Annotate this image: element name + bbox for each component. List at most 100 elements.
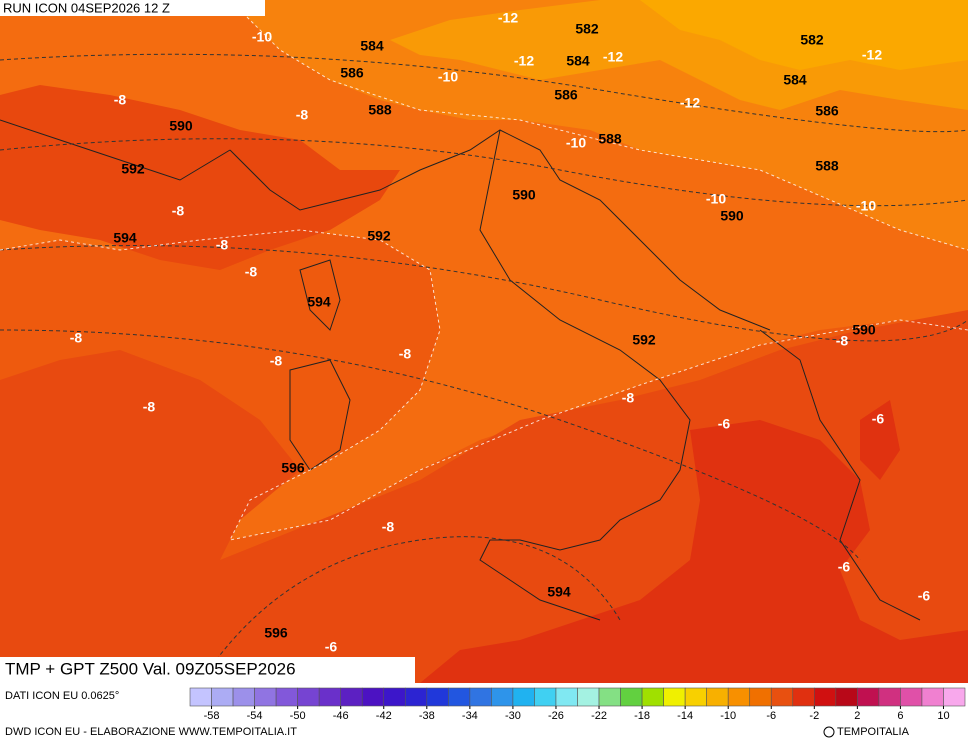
colorbar-swatch — [448, 687, 471, 707]
contour-label: -6 — [872, 411, 885, 427]
zone-minus6 — [420, 420, 968, 683]
colorbar-tick-label: -54 — [247, 710, 263, 722]
colorbar-swatch — [684, 687, 707, 707]
contour-label: -10 — [566, 135, 586, 151]
temperature-contours — [0, 0, 968, 541]
coastlines — [0, 119, 921, 621]
contour-label: -8 — [622, 390, 635, 406]
colorbar-tick-label: 10 — [937, 710, 949, 722]
colorbar-swatch — [749, 687, 772, 707]
contour-label: -12 — [680, 95, 700, 111]
contour-label: 588 — [815, 158, 839, 174]
colorbar-swatch — [469, 687, 492, 707]
contour-label: -8 — [382, 519, 395, 535]
colorbar-tick-label: -46 — [333, 710, 349, 722]
contour-label: 582 — [800, 32, 824, 48]
header-box — [0, 0, 265, 16]
contour-label: 590 — [512, 187, 536, 203]
colorbar-swatch — [426, 687, 449, 707]
contour-label: 584 — [360, 38, 384, 54]
colorbar-swatch — [620, 687, 643, 707]
contour-label: -8 — [399, 346, 412, 362]
colorbar-swatch — [770, 687, 794, 707]
credit: DWD ICON EU - ELABORAZIONE WWW.TEMPOITAL… — [5, 726, 297, 738]
contour-label: 596 — [281, 460, 305, 476]
map-caption: TMP + GPT Z500 Val. 09Z05SEP2026 — [5, 659, 296, 678]
colorbar-tick-label: -18 — [634, 710, 650, 722]
contour-label: -10 — [706, 191, 726, 207]
data-source: DATI ICON EU 0.0625° — [5, 690, 119, 702]
contour-label: 590 — [720, 208, 744, 224]
colorbar-swatch — [598, 687, 621, 707]
colorbar-tick-label: -38 — [419, 710, 435, 722]
contour-label: -8 — [296, 107, 309, 123]
contour-label: 586 — [340, 65, 364, 81]
contour-label: -8 — [245, 264, 258, 280]
colorbar-swatch — [857, 687, 880, 707]
colorbar-swatch — [297, 687, 320, 707]
contour-label: -12 — [514, 53, 534, 69]
colorbar-swatch — [921, 687, 944, 707]
colorbar-swatch — [663, 687, 686, 707]
contour-label: 590 — [169, 118, 193, 134]
colorbar-tick-label: -50 — [290, 710, 306, 722]
contour-label: -10 — [856, 198, 876, 214]
contour-label: 584 — [566, 53, 590, 69]
colorbar-tick-label: -6 — [766, 710, 776, 722]
contour-label: 584 — [783, 72, 807, 88]
colorbar-swatch — [318, 687, 341, 707]
colorbar-swatch — [555, 687, 578, 707]
colorbar-tick-label: -10 — [720, 710, 736, 722]
zone-minus13 — [640, 0, 968, 70]
zone-minus8-west — [0, 85, 400, 270]
contour-label: 590 — [852, 322, 876, 338]
colorbar-tick-label: -58 — [204, 710, 220, 722]
colorbar-swatch — [189, 687, 212, 707]
contour-label: -12 — [498, 10, 518, 26]
geopotential-contours — [0, 53, 968, 684]
colorbar-swatch — [792, 687, 815, 707]
contour-label: -6 — [718, 416, 731, 432]
contour-label: -10 — [438, 69, 458, 85]
run-title: RUN ICON 04SEP2026 12 Z — [3, 0, 170, 15]
contour-label: 582 — [575, 21, 599, 37]
colorbar-swatch — [878, 687, 901, 707]
contour-label: 594 — [547, 584, 571, 600]
zone-minus6-balkan — [860, 400, 900, 480]
colorbar-swatch — [835, 687, 858, 707]
colorbar-tick-label: -34 — [462, 710, 478, 722]
colorbar-swatch — [340, 687, 363, 707]
colorbar-tick-label: -30 — [505, 710, 521, 722]
colorbar-swatch — [727, 687, 751, 707]
contour-label: -8 — [70, 330, 83, 346]
colorbar-tick-label: 2 — [854, 710, 860, 722]
contour-label: 594 — [113, 230, 137, 246]
colorbar-tick-label: -2 — [809, 710, 819, 722]
colorbar-swatch — [275, 687, 298, 707]
contour-label: -6 — [838, 559, 851, 575]
colorbar-swatch — [383, 687, 406, 707]
contour-label: -8 — [216, 237, 229, 253]
colorbar-swatch — [211, 687, 234, 707]
colorbar: -58 -54 -50 -46 -42 -38 -34 -30 -26 -22 -18 -14 -10-… — [189, 687, 966, 722]
caption-box — [0, 657, 415, 683]
contour-label: 592 — [632, 332, 656, 348]
copyright-icon — [823, 726, 835, 738]
colorbar-swatch — [232, 687, 255, 707]
colorbar-swatch — [706, 687, 729, 707]
contour-label: -8 — [143, 399, 156, 415]
contour-label: -8 — [270, 353, 283, 369]
colorbar-tick-label: -42 — [376, 710, 392, 722]
contour-label: 588 — [368, 102, 392, 118]
colorbar-tick-label: -22 — [591, 710, 607, 722]
colorbar-swatch — [534, 687, 557, 707]
colorbar-tick-label: 6 — [897, 710, 903, 722]
contour-label: 592 — [121, 161, 145, 177]
contour-label: 594 — [307, 294, 331, 310]
colorbar-swatch — [641, 687, 664, 707]
contour-label: 596 — [264, 625, 288, 641]
colorbar-swatch — [943, 687, 966, 707]
